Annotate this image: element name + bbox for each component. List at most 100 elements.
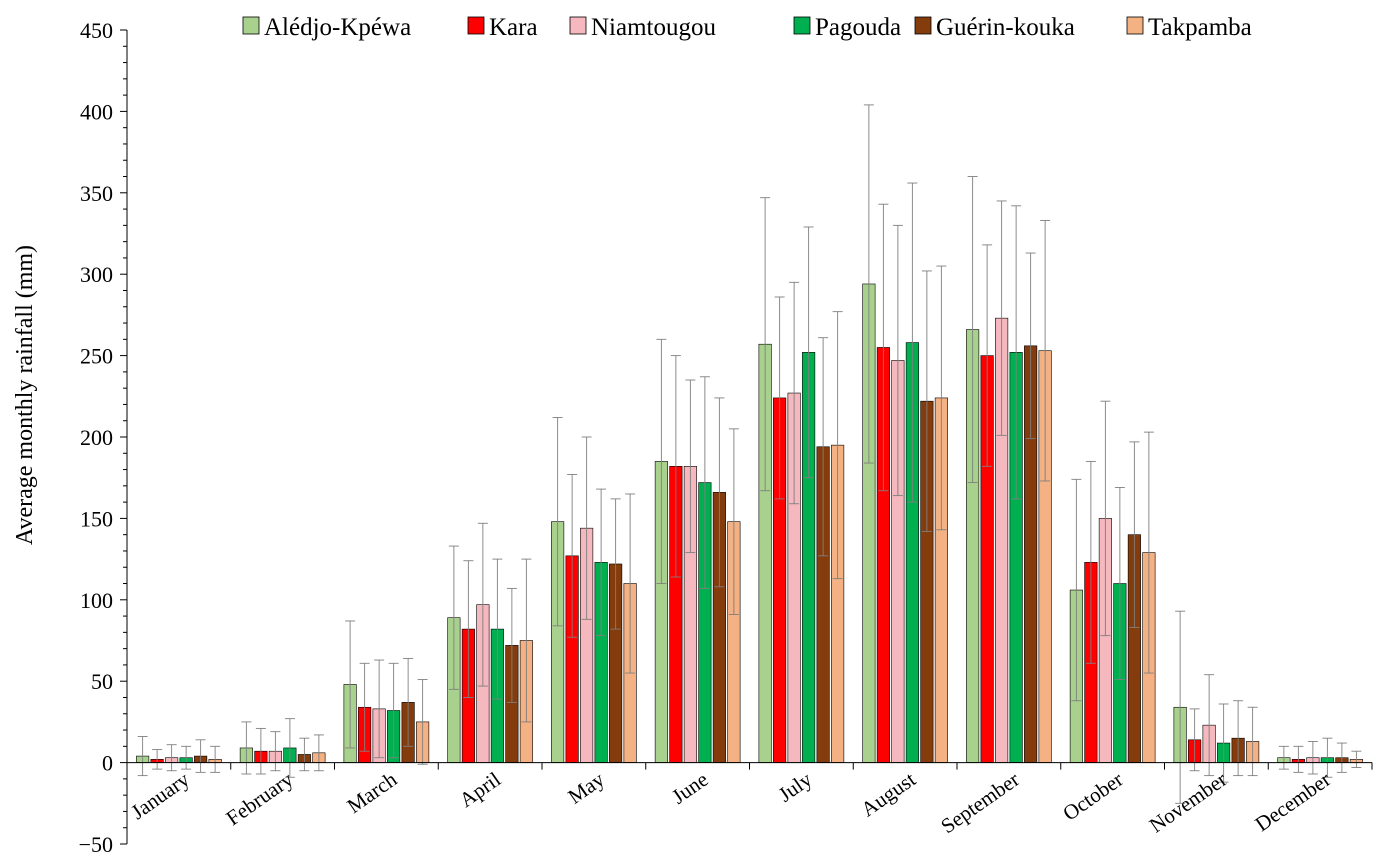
error-bar-takpamba-january [210,745,221,773]
error-bar-pagouda-august [907,182,918,503]
x-tick-label-july: July [774,767,817,807]
error-bar-guerin-kouka-november [1233,700,1244,777]
error-bar-kara-february [255,727,266,775]
error-bar-aledjo-kpewa-july [760,197,771,492]
error-bar-guerin-kouka-april [506,587,517,703]
legend-item-kara: Kara [467,14,538,41]
x-tick-label-may: May [563,767,609,809]
error-bar-pagouda-december [1322,737,1333,778]
x-axis: January February March April May June July Augu… [126,762,1373,838]
error-bar-pagouda-march [388,662,399,759]
error-bar-kara-october [1085,460,1096,664]
legend-swatch [1126,16,1144,35]
error-bar-guerin-kouka-august [921,270,932,532]
error-bar-kara-december [1293,745,1304,773]
error-bar-guerin-kouka-march [403,657,414,747]
x-tick-label-february: February [222,767,298,830]
error-bar-aledjo-kpewa-february [241,721,252,775]
x-tick-label-august: August [857,767,921,822]
error-bar-takpamba-december [1351,750,1362,768]
y-axis: −50 0 50 100 150 200 250 300 350 400 450 [79,18,128,857]
error-bar-niamtougou-august [892,224,903,497]
error-bar-pagouda-april [492,558,503,700]
error-bar-pagouda-june [699,376,710,589]
x-tick-label-september: September [936,767,1023,838]
error-bars [137,104,1362,804]
y-tick-label: 400 [80,99,113,124]
legend-item-pagouda: Pagouda [793,14,901,41]
bars [136,283,1363,763]
x-tick-label-march: March [343,767,402,818]
error-bar-kara-september [982,244,993,467]
error-bar-takpamba-june [728,428,739,615]
error-bar-guerin-kouka-october [1129,441,1140,628]
error-bar-guerin-kouka-january [195,739,206,773]
y-tick-label: 100 [80,588,113,613]
error-bar-pagouda-november [1218,703,1229,783]
error-bar-niamtougou-november [1204,674,1215,777]
error-bar-guerin-kouka-february [299,737,310,772]
error-bar-pagouda-january [181,745,192,770]
x-tick-label-june: June [667,767,712,809]
error-bar-aledjo-kpewa-october [1071,478,1082,702]
legend-label: Guérin-kouka [936,14,1075,41]
error-bar-guerin-kouka-december [1336,742,1347,773]
error-bar-niamtougou-january [166,744,177,772]
error-bar-aledjo-kpewa-april [448,545,459,690]
error-bar-takpamba-april [521,558,532,723]
error-bar-aledjo-kpewa-june [656,338,667,584]
error-bar-kara-march [359,662,370,752]
legend-swatch [793,16,811,35]
error-bar-niamtougou-october [1100,400,1111,637]
legend: Alédjo-Kpéwa Kara Niamtougou Pagouda Guérin-… [242,14,1252,41]
error-bar-niamtougou-july [789,281,800,505]
error-bar-aledjo-kpewa-january [137,736,148,777]
error-bar-kara-november [1189,708,1200,772]
error-bar-guerin-kouka-may [610,498,621,630]
legend-label: Kara [489,14,538,41]
y-tick-label: 50 [91,669,113,694]
y-tick-label: 450 [80,18,113,43]
error-bar-guerin-kouka-july [818,337,829,557]
legend-swatch [569,16,587,35]
x-tick-label-october: October [1058,767,1127,825]
legend-label: Takpamba [1148,14,1252,41]
error-bar-niamtougou-april [477,522,488,687]
x-tick-label-december: December [1251,767,1335,836]
error-bar-niamtougou-may [581,436,592,620]
error-bar-aledjo-kpewa-may [552,417,563,627]
legend-item-niamtougou: Niamtougou [569,14,716,41]
legend-label: Pagouda [815,14,901,41]
y-tick-label: 300 [80,262,113,287]
x-tick-label-november: November [1145,767,1231,838]
error-bar-takpamba-october [1143,431,1154,674]
error-bar-takpamba-september [1040,220,1051,482]
y-tick-label: 350 [80,181,113,206]
error-bar-aledjo-kpewa-november [1175,610,1186,804]
error-bar-niamtougou-december [1307,740,1318,775]
error-bar-takpamba-november [1247,706,1258,777]
y-tick-label: 200 [80,425,113,450]
error-bar-kara-january [152,749,163,770]
error-bar-takpamba-july [832,311,843,580]
legend-label: Alédjo-Kpéwa [264,14,411,41]
error-bar-kara-july [774,296,785,500]
error-bar-pagouda-may [596,488,607,637]
error-bar-aledjo-kpewa-december [1278,745,1289,770]
legend-swatch [242,16,260,35]
error-bar-niamtougou-june [685,379,696,554]
error-bar-takpamba-may [625,493,636,674]
error-bar-niamtougou-march [374,659,385,759]
x-tick-label-january: January [126,767,194,824]
y-tick-label: 150 [80,506,113,531]
error-bar-pagouda-september [1011,205,1022,500]
error-bar-guerin-kouka-june [714,397,725,588]
error-bar-aledjo-kpewa-september [967,176,978,484]
legend-item-takpamba: Takpamba [1126,14,1252,41]
error-bar-takpamba-february [313,734,324,772]
error-bar-aledjo-kpewa-august [863,104,874,464]
error-bar-kara-august [878,203,889,492]
y-tick-label: 250 [80,344,113,369]
error-bar-pagouda-october [1114,487,1125,681]
y-tick-label: −50 [79,832,113,857]
